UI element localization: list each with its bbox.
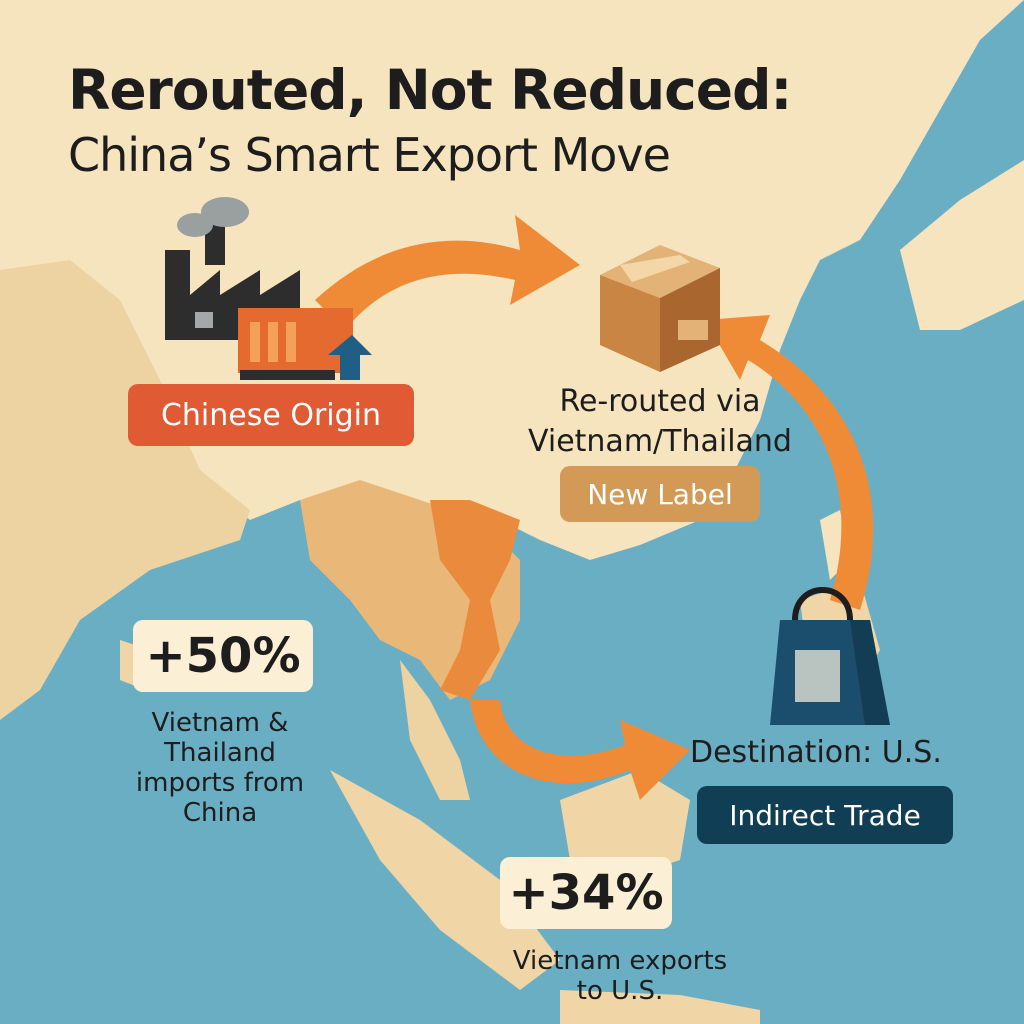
reroute-caption: Re-routed via Vietnam/Thailand [490,382,830,462]
land-sumatra [330,770,560,990]
land-mainland [0,0,1024,620]
reroute-line1: Re-routed via [559,384,761,419]
caption-line: imports from [135,768,305,798]
caption-line: China [182,798,258,828]
caption-line: Vietnam exports [512,946,728,976]
land-malay [400,660,470,800]
factory-icon [165,197,372,380]
land-borneo [560,770,690,880]
land-japan [900,160,1024,330]
land-java [560,990,760,1024]
arrow-vietnam-to-us [470,700,690,800]
stat-exports-value: +34% [500,857,672,929]
shopping-bag-icon [770,587,890,725]
new-label-badge: New Label [560,466,760,522]
caption-line: Thailand [164,738,276,768]
stat-exports-caption: Vietnam exports to U.S. [480,946,760,1006]
indirect-trade-badge: Indirect Trade [697,786,953,844]
title-line2: China’s Smart Export Move [68,128,671,182]
land-india [0,260,250,720]
destination-label: Destination: U.S. [690,735,942,770]
reroute-line2: Vietnam/Thailand [528,424,792,459]
chinese-origin-label: Chinese Origin [128,384,414,446]
caption-line: to U.S. [576,976,664,1006]
land-vietnam [430,500,520,700]
arrow-bag-to-box [705,315,874,610]
package-box-icon [600,245,720,372]
stat-imports-value: +50% [133,620,313,692]
arrow-origin-to-box [315,215,580,330]
stat-imports-caption: Vietnam & Thailand imports from China [110,708,330,828]
title-line1: Rerouted, Not Reduced: [68,58,792,122]
caption-line: Vietnam & [151,708,289,738]
